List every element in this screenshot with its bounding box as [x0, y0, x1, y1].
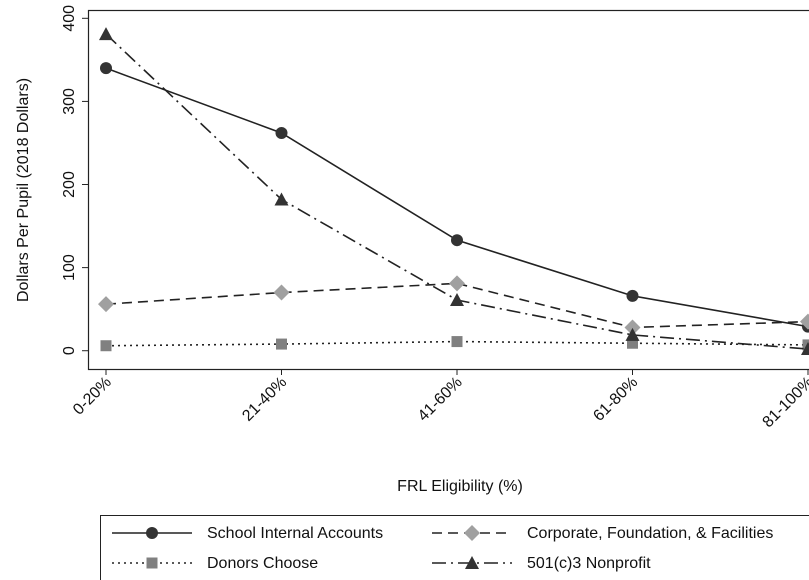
data-point — [100, 62, 112, 75]
data-point — [627, 337, 638, 349]
y-axis-label: Dollars Per Pupil (2018 Dollars) — [15, 78, 32, 302]
x-axis-label: FRL Eligibility (%) — [397, 478, 523, 495]
x-tick-label: 21-40% — [239, 374, 290, 425]
data-point — [449, 275, 465, 292]
x-tick-label: 61-80% — [590, 374, 641, 425]
data-point — [100, 340, 112, 352]
y-tick-label: 100 — [61, 254, 78, 281]
data-point — [625, 327, 640, 341]
data-point — [451, 336, 463, 348]
legend-label: 501(c)3 Nonprofit — [527, 555, 651, 572]
data-point — [624, 319, 641, 336]
y-tick-label: 0 — [61, 346, 78, 355]
data-point — [626, 289, 639, 302]
data-point — [801, 342, 809, 356]
legend-label: School Internal Accounts — [207, 525, 383, 542]
legend-box — [100, 515, 809, 580]
y-tick-label: 400 — [61, 5, 78, 32]
y-tick-label: 300 — [61, 88, 78, 115]
data-point — [98, 296, 114, 313]
legend-label: Corporate, Foundation, & Facilities — [527, 525, 773, 542]
data-point — [800, 313, 809, 330]
data-point — [273, 284, 290, 301]
x-tick-label: 41-60% — [415, 374, 466, 425]
legend-marker — [146, 527, 158, 539]
plot-frame — [87, 9, 809, 371]
data-point — [276, 338, 287, 350]
legend-marker — [146, 557, 158, 569]
x-tick-label: 81-100% — [760, 374, 809, 431]
legend-label: Donors Choose — [207, 555, 318, 572]
data-point — [802, 339, 809, 351]
series-line — [105, 282, 809, 329]
x-tick-label: 0-20% — [70, 374, 115, 419]
legend-marker — [465, 556, 479, 569]
data-point — [275, 126, 288, 139]
data-point — [451, 234, 463, 247]
legend-marker — [464, 525, 480, 541]
data-point — [450, 293, 464, 307]
y-tick-label: 200 — [61, 171, 78, 198]
data-point — [274, 192, 289, 206]
data-point — [99, 27, 113, 41]
